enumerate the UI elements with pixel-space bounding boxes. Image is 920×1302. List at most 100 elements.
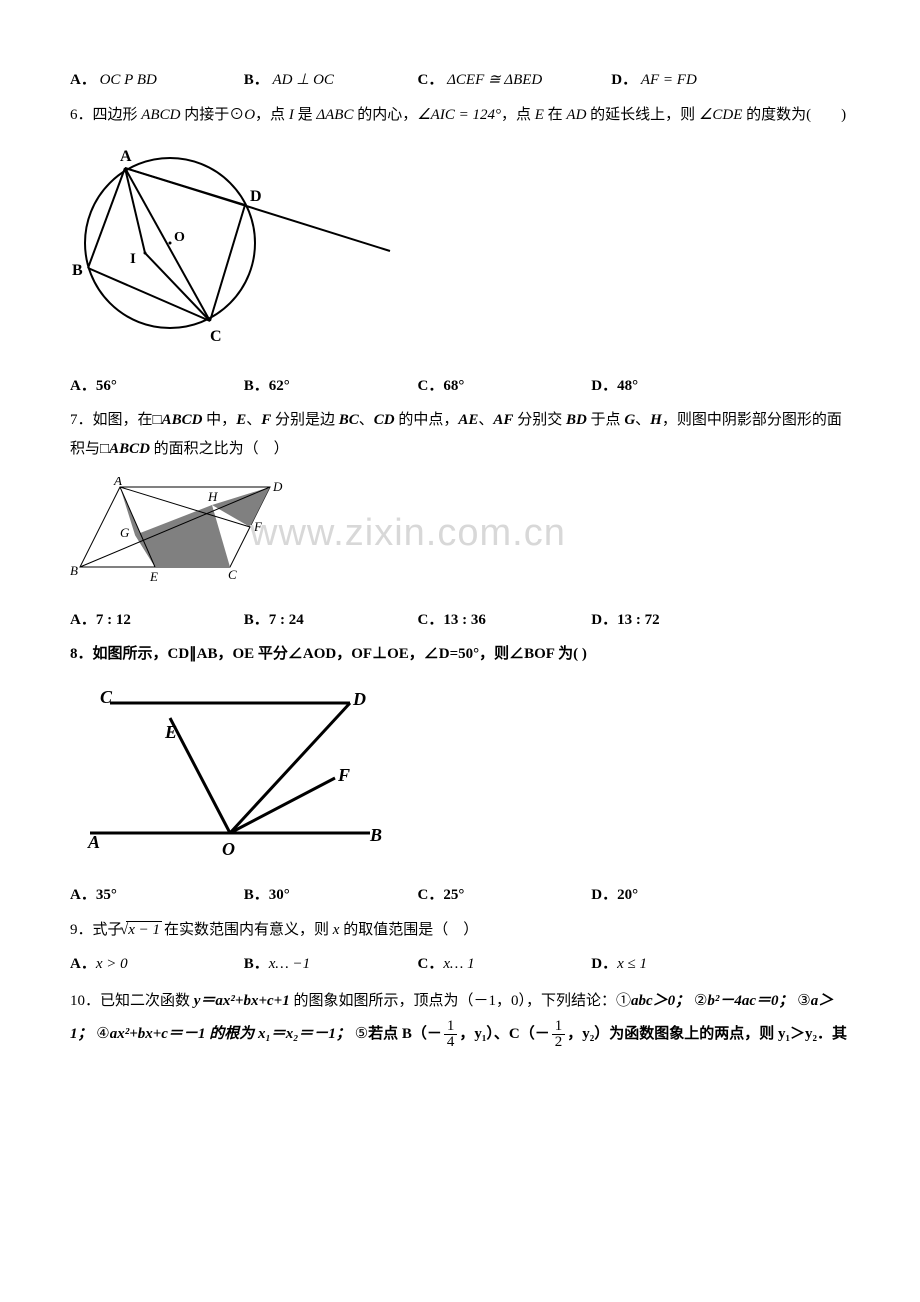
q6d-l: D． bbox=[591, 378, 617, 394]
q6-t7: 在 bbox=[544, 107, 567, 123]
q10-c5n: ⑤ bbox=[355, 1026, 368, 1042]
q7-la: A bbox=[113, 477, 122, 488]
q10-t2: 的图象如图所示，顶点为（－1，0），下列结论： bbox=[290, 993, 616, 1009]
q8-le: E bbox=[164, 722, 177, 742]
q7-abcd2: ABCD bbox=[109, 441, 150, 457]
q6b-l: B． bbox=[244, 378, 269, 394]
q8b-v: 30° bbox=[269, 887, 290, 903]
q6-tri: ΔABC bbox=[316, 107, 353, 123]
q6-e: E bbox=[535, 107, 544, 123]
q10-c1: abc＞0； bbox=[631, 993, 690, 1009]
lbl-b: B bbox=[72, 262, 83, 279]
q10-t1: 10．已知二次函数 bbox=[70, 993, 194, 1009]
q6-t8: 的延长线上，则 bbox=[586, 107, 699, 123]
opt-b-label: B． bbox=[244, 72, 269, 88]
q8-ld: D bbox=[352, 689, 366, 709]
q7-lg: G bbox=[120, 525, 130, 540]
q7-bd: BD bbox=[566, 412, 587, 428]
lbl-c: C bbox=[210, 328, 222, 345]
q8-stem: 8．如图所示，CD∥AB，OE 平分∠AOD，OF⊥OE，∠D=50°，则∠BO… bbox=[70, 640, 850, 669]
q7-svg: A D B C E F G H bbox=[70, 477, 290, 587]
lbl-o: O bbox=[174, 230, 185, 245]
q10-c2: b²－4ac＝0； bbox=[707, 993, 793, 1009]
q9-expr: x − 1 bbox=[126, 921, 162, 938]
q10-c4n: ④ bbox=[96, 1026, 109, 1042]
q7-g: G bbox=[624, 412, 635, 428]
q7-lf: F bbox=[253, 519, 263, 534]
lbl-i: I bbox=[130, 251, 136, 267]
q6a-v: 56° bbox=[96, 378, 117, 394]
q8-options: A．35° B．30° C．25° D．20° bbox=[70, 881, 850, 910]
q7c-v: 13 : 36 bbox=[443, 612, 486, 628]
q7b-l: B． bbox=[244, 612, 269, 628]
q7b-v: 7 : 24 bbox=[269, 612, 304, 628]
q7-t1: 7．如图，在□ bbox=[70, 412, 162, 428]
opt-b-text: AD ⊥ OC bbox=[273, 72, 334, 88]
q7-options: A．7 : 12 B．7 : 24 C．13 : 36 D．13 : 72 bbox=[70, 606, 850, 635]
q7c-l: C． bbox=[418, 612, 444, 628]
q8c-l: C． bbox=[418, 887, 444, 903]
q8d-v: 20° bbox=[617, 887, 638, 903]
q6-stem: 6．四边形 ABCD 内接于⊙O，点 I 是 ΔABC 的内心，∠AIC = 1… bbox=[70, 101, 850, 130]
q9-stem: 9．式子 x − 1√ 在实数范围内有意义，则 x 的取值范围是（ ） bbox=[70, 916, 850, 945]
q8d-l: D． bbox=[591, 887, 617, 903]
q6-diagram: A B C D I O bbox=[70, 143, 850, 364]
q8-diagram: A B C D E F O bbox=[70, 683, 850, 874]
q6-t5: 的内心， bbox=[353, 107, 417, 123]
q7-h: H bbox=[650, 412, 662, 428]
q6-t6: ，点 bbox=[501, 107, 535, 123]
opt-c-label: C． bbox=[418, 72, 444, 88]
q9c-v: x… 1 bbox=[443, 956, 474, 972]
q6a-l: A． bbox=[70, 378, 96, 394]
q7-lb: B bbox=[70, 563, 78, 578]
q8-lc: C bbox=[100, 687, 113, 707]
q6-abcd: ABCD bbox=[141, 107, 180, 123]
lbl-a: A bbox=[120, 148, 132, 165]
q10-f1d: 4 bbox=[444, 1035, 458, 1050]
q6-o: O bbox=[244, 107, 255, 123]
q7-diagram: A D B C E F G H bbox=[70, 477, 850, 598]
q8-la: A bbox=[87, 832, 100, 852]
q10-f2d: 2 bbox=[552, 1035, 566, 1050]
q7-t2: 中， bbox=[202, 412, 236, 428]
q8-svg: A B C D E F O bbox=[70, 683, 390, 863]
q7-t3: 、 bbox=[246, 412, 261, 428]
q6-t3: ，点 bbox=[255, 107, 289, 123]
q7d-l: D． bbox=[591, 612, 617, 628]
opt-a-label: A． bbox=[70, 72, 96, 88]
q5-options: A． OC P BD B． AD ⊥ OC C． ΔCEF ≅ ΔBED D． … bbox=[70, 66, 850, 95]
q10-c5a: 若点 B（－ bbox=[368, 1026, 442, 1042]
q7a-v: 7 : 12 bbox=[96, 612, 131, 628]
q8-lf: F bbox=[337, 765, 350, 785]
q6-cde: ∠CDE bbox=[699, 107, 742, 123]
q6c-v: 68° bbox=[443, 378, 464, 394]
q6c-l: C． bbox=[418, 378, 444, 394]
q7-t8: 分别交 bbox=[513, 412, 566, 428]
q7-t7: 、 bbox=[478, 412, 493, 428]
q6-t1: 6．四边形 bbox=[70, 107, 141, 123]
q10-c5b: ，y₁）、C（－ bbox=[459, 1026, 549, 1042]
q7-t12: 的面积之比为（ ） bbox=[150, 441, 289, 457]
q6-angle: ∠AIC = 124° bbox=[417, 107, 501, 123]
q8b-l: B． bbox=[244, 887, 269, 903]
q6b-v: 62° bbox=[269, 378, 290, 394]
q7-lc: C bbox=[228, 567, 237, 582]
opt-d-text: AF = FD bbox=[641, 72, 697, 88]
q7-stem: 7．如图，在□ABCD 中，E、F 分别是边 BC、CD 的中点，AE、AF 分… bbox=[70, 406, 850, 463]
q10-c2n: ② bbox=[694, 993, 707, 1009]
q9-t2: 在实数范围内有意义，则 bbox=[160, 922, 333, 938]
q6-t2: 内接于⊙ bbox=[180, 107, 244, 123]
opt-a-text: OC P BD bbox=[100, 72, 157, 88]
q10-c4: ax²+bx+c＝－1 的根为 x₁＝x₂＝－1； bbox=[110, 1026, 351, 1042]
q6-ad: AD bbox=[566, 107, 586, 123]
q9-t3: 的取值范围是（ ） bbox=[339, 922, 478, 938]
opt-d-label: D． bbox=[611, 72, 637, 88]
q6-t4: 是 bbox=[294, 107, 317, 123]
q6-options: A．56° B．62° C．68° D．48° bbox=[70, 372, 850, 401]
q7-e: E bbox=[236, 412, 246, 428]
q10-f2n: 1 bbox=[552, 1019, 566, 1035]
q7-le: E bbox=[149, 569, 158, 584]
q10-f1n: 1 bbox=[444, 1019, 458, 1035]
q7-t4: 分别是边 bbox=[271, 412, 339, 428]
q10-stem: 10．已知二次函数 y＝ax²+bx+c+1 的图象如图所示，顶点为（－1，0）… bbox=[70, 985, 850, 1051]
